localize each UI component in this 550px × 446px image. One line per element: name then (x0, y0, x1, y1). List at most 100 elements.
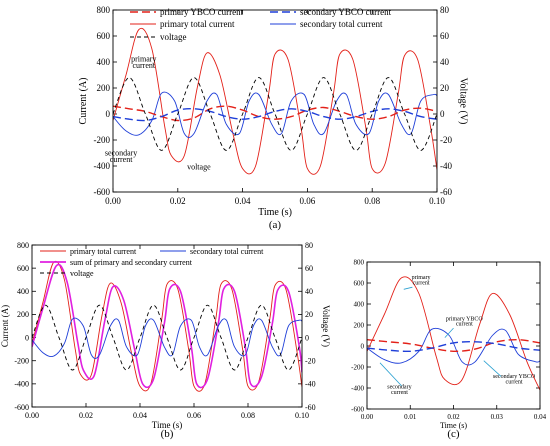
annotation: secondary (387, 385, 411, 391)
y-tick-label: 800 (97, 5, 111, 15)
annotation: primary (412, 275, 431, 281)
x-tick-label: 0.04 (235, 196, 251, 206)
legend-label: primary total current (70, 247, 137, 256)
series-line (113, 105, 437, 122)
panel-label: (a) (269, 219, 282, 231)
annotation: current (506, 379, 523, 385)
y-tick-label: -600 (94, 187, 111, 197)
x-tick-label: 0.06 (300, 196, 316, 206)
y-tick-label: 800 (17, 241, 29, 250)
y2-tick-label: -20 (305, 357, 316, 366)
legend-label: secondary total current (300, 19, 383, 29)
annotation: current (132, 61, 155, 70)
leader-line (403, 286, 413, 290)
y-tick-label: 0 (25, 333, 29, 342)
y-tick-label: -400 (14, 380, 29, 389)
panel-a: 0.00 0.02 0.04 0.06 0.08 0.10-600-400-2000200… (78, 5, 468, 231)
series-line (367, 341, 540, 353)
x-tick-label: 0.00 (25, 411, 39, 420)
annotation: primary (131, 54, 156, 63)
x-axis-label: Time (s) (440, 421, 467, 430)
y2-tick-label: 80 (440, 5, 450, 15)
y-tick-label: 200 (97, 83, 111, 93)
series-group (113, 27, 437, 175)
legend-label: secondary total current (190, 247, 264, 256)
legend: primary total current secondary total cur… (40, 247, 264, 278)
x-tick-label: 0.10 (295, 411, 309, 420)
x-axis-label: Time (s) (258, 207, 292, 218)
y-tick-label: 400 (97, 57, 111, 67)
x-axis-label: Time (s) (152, 420, 182, 430)
annotation: current (413, 281, 430, 287)
x-tick-label: 0.03 (491, 413, 504, 421)
y-tick-label: -600 (14, 403, 29, 412)
y-tick-label: 400 (354, 300, 365, 308)
y2-tick-label: -40 (305, 380, 316, 389)
y2-tick-label: 20 (305, 310, 313, 319)
legend-label: voltage (70, 269, 94, 278)
y-tick-label: -200 (14, 357, 29, 366)
series-line (113, 91, 437, 138)
annotation: secondary YBCO (493, 374, 536, 380)
x-tick-label: 0.08 (241, 411, 255, 420)
y2-tick-label: 80 (305, 241, 313, 250)
y-tick-label: -400 (351, 384, 364, 392)
y-tick-label: 600 (17, 264, 29, 273)
legend-label: voltage (160, 32, 187, 42)
x-tick-label: 0.06 (187, 411, 201, 420)
plot-frame (366, 261, 541, 410)
leader-lines (379, 286, 502, 387)
y-tick-label: -200 (94, 135, 111, 145)
series-line (32, 260, 302, 392)
legend-label: primary YBCO current (160, 7, 244, 17)
y-tick-label: 200 (17, 310, 29, 319)
x-tick-label: 0.08 (364, 196, 380, 206)
series-line (113, 27, 437, 175)
y2-tick-label: -60 (440, 187, 452, 197)
annotation: secondary (105, 148, 137, 157)
y-tick-label: 400 (17, 287, 29, 296)
leader-line (444, 327, 454, 338)
y-axis-label: Current (A) (0, 305, 10, 347)
y-tick-label: 600 (354, 279, 365, 287)
y2-tick-label: -40 (440, 161, 452, 171)
y2-tick-label: 0 (305, 333, 309, 342)
y2-tick-label: 0 (440, 109, 445, 119)
y-tick-label: 800 (354, 258, 365, 266)
y-tick-label: -200 (351, 363, 364, 371)
series-line (32, 317, 302, 360)
plot-frame (31, 244, 303, 408)
y2-tick-label: 60 (305, 264, 313, 273)
y2-axis-label: Voltage (V) (321, 305, 331, 347)
y-tick-label: 0 (106, 109, 111, 119)
plot-frame (112, 9, 438, 193)
annotation: current (110, 155, 133, 164)
series-group (32, 260, 302, 392)
y-tick-label: 200 (354, 321, 365, 329)
series-line (113, 108, 437, 122)
x-tick-label: 0.00 (105, 196, 121, 206)
series-group (367, 276, 540, 391)
x-tick-label: 0.10 (429, 196, 445, 206)
y2-axis-label: Voltage (V) (457, 78, 468, 125)
x-tick-label: 0.01 (404, 413, 417, 421)
leader-line (483, 360, 502, 377)
leader-line (379, 362, 402, 387)
x-tick-label: 0.02 (447, 413, 460, 421)
series-line (113, 77, 437, 151)
panel-label: (b) (161, 428, 174, 440)
annotation: current (391, 390, 408, 396)
x-tick-label: 0.02 (170, 196, 186, 206)
x-tick-label: 0.00 (361, 413, 374, 421)
panel-c: 0.00 0.01 0.02 0.03 0.04 -600 -400 -200 0 200 400 6… (351, 258, 546, 440)
annotation: voltage (187, 163, 211, 172)
panel-label: (c) (447, 428, 460, 440)
legend-label: primary total current (160, 19, 235, 29)
y-axis-label: Current (A) (78, 78, 89, 125)
y-tick-label: -400 (94, 161, 111, 171)
y-tick-label: 600 (97, 31, 111, 41)
x-tick-label: 0.02 (79, 411, 93, 420)
y-tick-label: 0 (361, 342, 365, 350)
annotation: current (456, 322, 473, 328)
